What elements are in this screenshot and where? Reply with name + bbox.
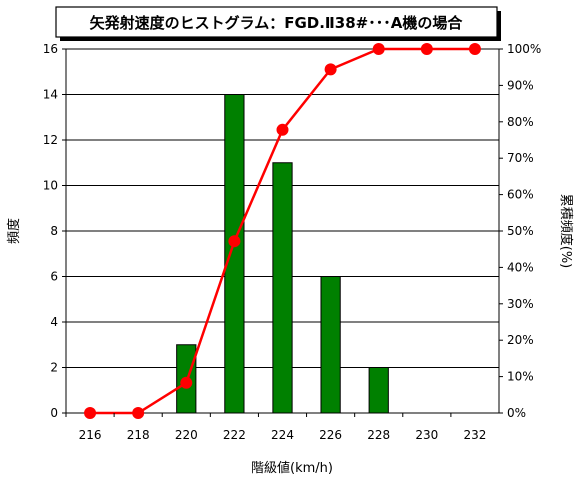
histogram-bar <box>320 276 341 414</box>
x-tick-label: 230 <box>415 428 438 442</box>
x-tick-label: 226 <box>319 428 342 442</box>
y2-tick-label: 100% <box>507 42 541 56</box>
y-tick-label: 6 <box>50 270 58 284</box>
y-axis-label: 頻度 <box>6 218 22 244</box>
chart-title-box: 矢発射速度のヒストグラム：FGD.Ⅱ38#･･･A機の場合 <box>55 6 501 41</box>
y-tick-label: 4 <box>50 315 58 329</box>
y2-axis-ticks: 0% 10% 20% 30% 40% 50% 60% 70% 80% 90% 100% <box>499 42 541 420</box>
x-tick-label: 222 <box>223 428 246 442</box>
y-tick-label: 10 <box>43 179 58 193</box>
y-tick-label: 0 <box>50 406 58 420</box>
histogram-bar <box>368 367 389 414</box>
cumulative-point <box>468 43 481 55</box>
cumulative-line-series <box>84 43 481 419</box>
chart-title: 矢発射速度のヒストグラム：FGD.Ⅱ38#･･･A機の場合 <box>90 14 464 32</box>
histogram-bar <box>224 94 245 414</box>
y-tick-label: 16 <box>43 42 58 56</box>
x-tick-label: 216 <box>79 428 102 442</box>
y-tick-label: 2 <box>50 361 58 375</box>
x-tick-label: 232 <box>463 428 486 442</box>
y2-tick-label: 0% <box>507 406 526 420</box>
y2-tick-label: 40% <box>507 260 534 274</box>
bar-series <box>176 94 389 414</box>
cumulative-point <box>228 235 241 248</box>
cumulative-point <box>372 43 385 55</box>
y2-tick-label: 70% <box>507 151 534 165</box>
y2-tick-label: 30% <box>507 297 534 311</box>
cumulative-point <box>180 376 193 389</box>
y2-tick-label: 60% <box>507 188 534 202</box>
y-tick-label: 12 <box>43 133 58 147</box>
x-axis-label: 階級値(km/h) <box>251 460 333 476</box>
y-axis-ticks: 0 2 4 6 8 10 12 14 16 <box>43 42 66 420</box>
x-tick-label: 224 <box>271 428 294 442</box>
y2-tick-label: 10% <box>507 370 534 384</box>
x-tick-label: 228 <box>367 428 390 442</box>
cumulative-point <box>324 63 337 76</box>
y2-tick-label: 20% <box>507 333 534 347</box>
cumulative-point <box>276 123 289 136</box>
cumulative-point <box>132 407 145 419</box>
y2-tick-label: 50% <box>507 224 534 238</box>
y-tick-label: 8 <box>50 224 58 238</box>
y2-axis-label: 累積頻度(%) <box>558 194 574 269</box>
cumulative-point <box>84 407 97 419</box>
cumulative-point <box>420 43 433 55</box>
histogram-bar <box>272 162 293 414</box>
y2-tick-label: 90% <box>507 78 534 92</box>
x-axis-ticks: 216 218 220 222 224 226 228 230 232 <box>65 413 486 442</box>
y2-tick-label: 80% <box>507 115 534 129</box>
x-tick-label: 218 <box>127 428 150 442</box>
x-tick-label: 220 <box>175 428 198 442</box>
y-tick-label: 14 <box>43 88 58 102</box>
